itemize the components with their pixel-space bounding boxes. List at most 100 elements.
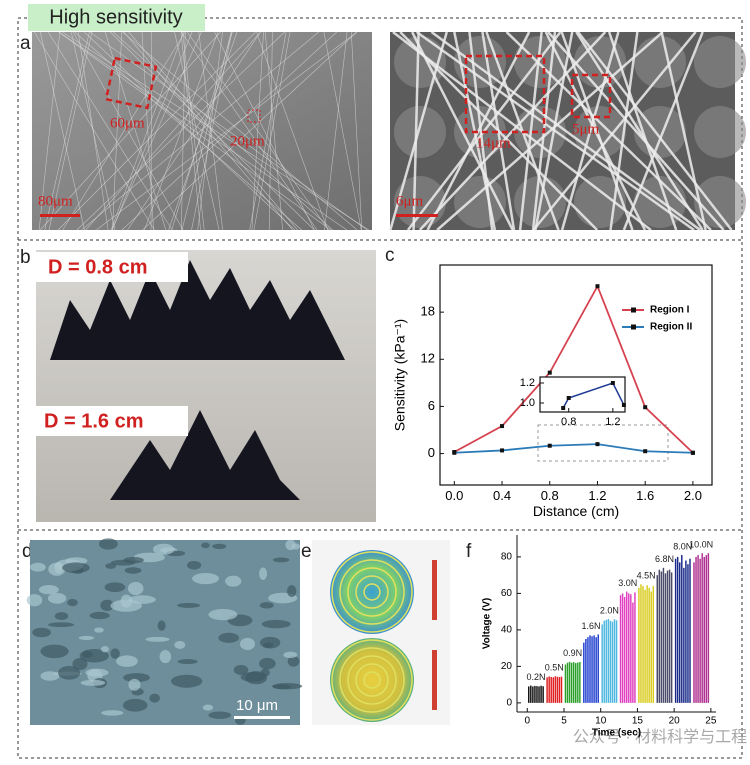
fiber (186, 31, 329, 231)
caption-box (36, 252, 188, 282)
group-label: 6.8N (655, 554, 674, 564)
data-point (595, 284, 600, 289)
fiber (110, 31, 184, 231)
bar (560, 676, 563, 703)
fiber (560, 31, 634, 231)
scale-bar (396, 214, 438, 217)
fiber (607, 31, 678, 231)
fiber (505, 31, 712, 231)
bar (621, 593, 624, 703)
bar (585, 639, 587, 703)
x-tick-label: 15 (632, 716, 644, 727)
data-point (561, 406, 566, 410)
bar (681, 555, 683, 703)
grain (208, 608, 238, 621)
fiber (415, 30, 695, 232)
grain (67, 598, 78, 607)
group-label: 1.6N (582, 621, 601, 631)
fiber (560, 31, 620, 231)
grain (157, 620, 166, 631)
grain (283, 651, 298, 659)
fiber (38, 31, 61, 231)
fiber (72, 31, 184, 231)
scale-bar-label: 6μm (396, 193, 424, 209)
series-line (562, 382, 625, 409)
fiber (191, 31, 233, 231)
bar (632, 602, 634, 703)
bar (650, 591, 652, 703)
bar (668, 569, 671, 703)
pit (694, 106, 746, 158)
bar (534, 685, 536, 703)
y-tick-label: 40 (501, 625, 513, 636)
x-tick-label: 10 (595, 716, 607, 727)
group-label: 4.5N (637, 571, 656, 581)
bar (642, 586, 644, 703)
bar (587, 637, 589, 703)
bar (538, 686, 540, 703)
pit (634, 36, 686, 88)
grain (124, 567, 142, 574)
inset-bg (540, 377, 625, 412)
fem-map (330, 550, 414, 634)
fiber (89, 31, 368, 231)
fiber (547, 31, 725, 231)
bar (528, 686, 530, 703)
fiber (575, 31, 704, 231)
grain (272, 557, 290, 563)
bar (556, 676, 559, 703)
bar (648, 587, 650, 703)
group-label: 2.0N (600, 605, 619, 615)
grain (177, 659, 198, 665)
fiber (197, 31, 223, 231)
bar (577, 662, 579, 703)
fiber (410, 31, 514, 231)
fiber (104, 31, 167, 231)
ring (363, 671, 381, 689)
fiber (660, 31, 707, 231)
fem-rings (331, 551, 413, 721)
bar (607, 618, 610, 703)
grain (225, 575, 242, 587)
fiber (121, 31, 337, 231)
bar (646, 585, 648, 703)
bar (554, 676, 557, 703)
bar (658, 569, 661, 703)
grain (261, 619, 291, 629)
grain (100, 646, 110, 653)
grain (128, 678, 141, 691)
fiber (181, 31, 186, 231)
grain (40, 644, 69, 659)
colorbar (432, 650, 437, 710)
x-tick-label: 5 (561, 716, 567, 727)
fiber (609, 31, 639, 231)
grain (98, 538, 118, 550)
roi-box (104, 56, 158, 110)
fiber (62, 31, 186, 231)
fem-map (330, 638, 414, 722)
grain (38, 585, 59, 595)
legend-marker (631, 307, 636, 313)
grain (149, 693, 160, 703)
header-title: High sensitivity (49, 6, 182, 28)
grain (192, 572, 220, 585)
grain (259, 636, 281, 649)
x-tick-label: 25 (705, 716, 717, 727)
fiber (174, 31, 220, 231)
sem-image (32, 31, 372, 231)
x-tick-label: 1.2 (588, 488, 606, 503)
bar (670, 572, 673, 703)
bar (683, 567, 685, 703)
bar (699, 558, 701, 703)
fiber (430, 30, 701, 232)
fiber (48, 31, 93, 231)
fiber (392, 31, 652, 231)
bar (593, 635, 595, 703)
data-point (621, 403, 626, 407)
panel-label: c (385, 245, 395, 266)
fiber (351, 31, 363, 231)
x-tick-label: 0 (524, 716, 530, 727)
fiber (181, 31, 232, 231)
grain (116, 655, 138, 667)
fiber (127, 31, 261, 231)
